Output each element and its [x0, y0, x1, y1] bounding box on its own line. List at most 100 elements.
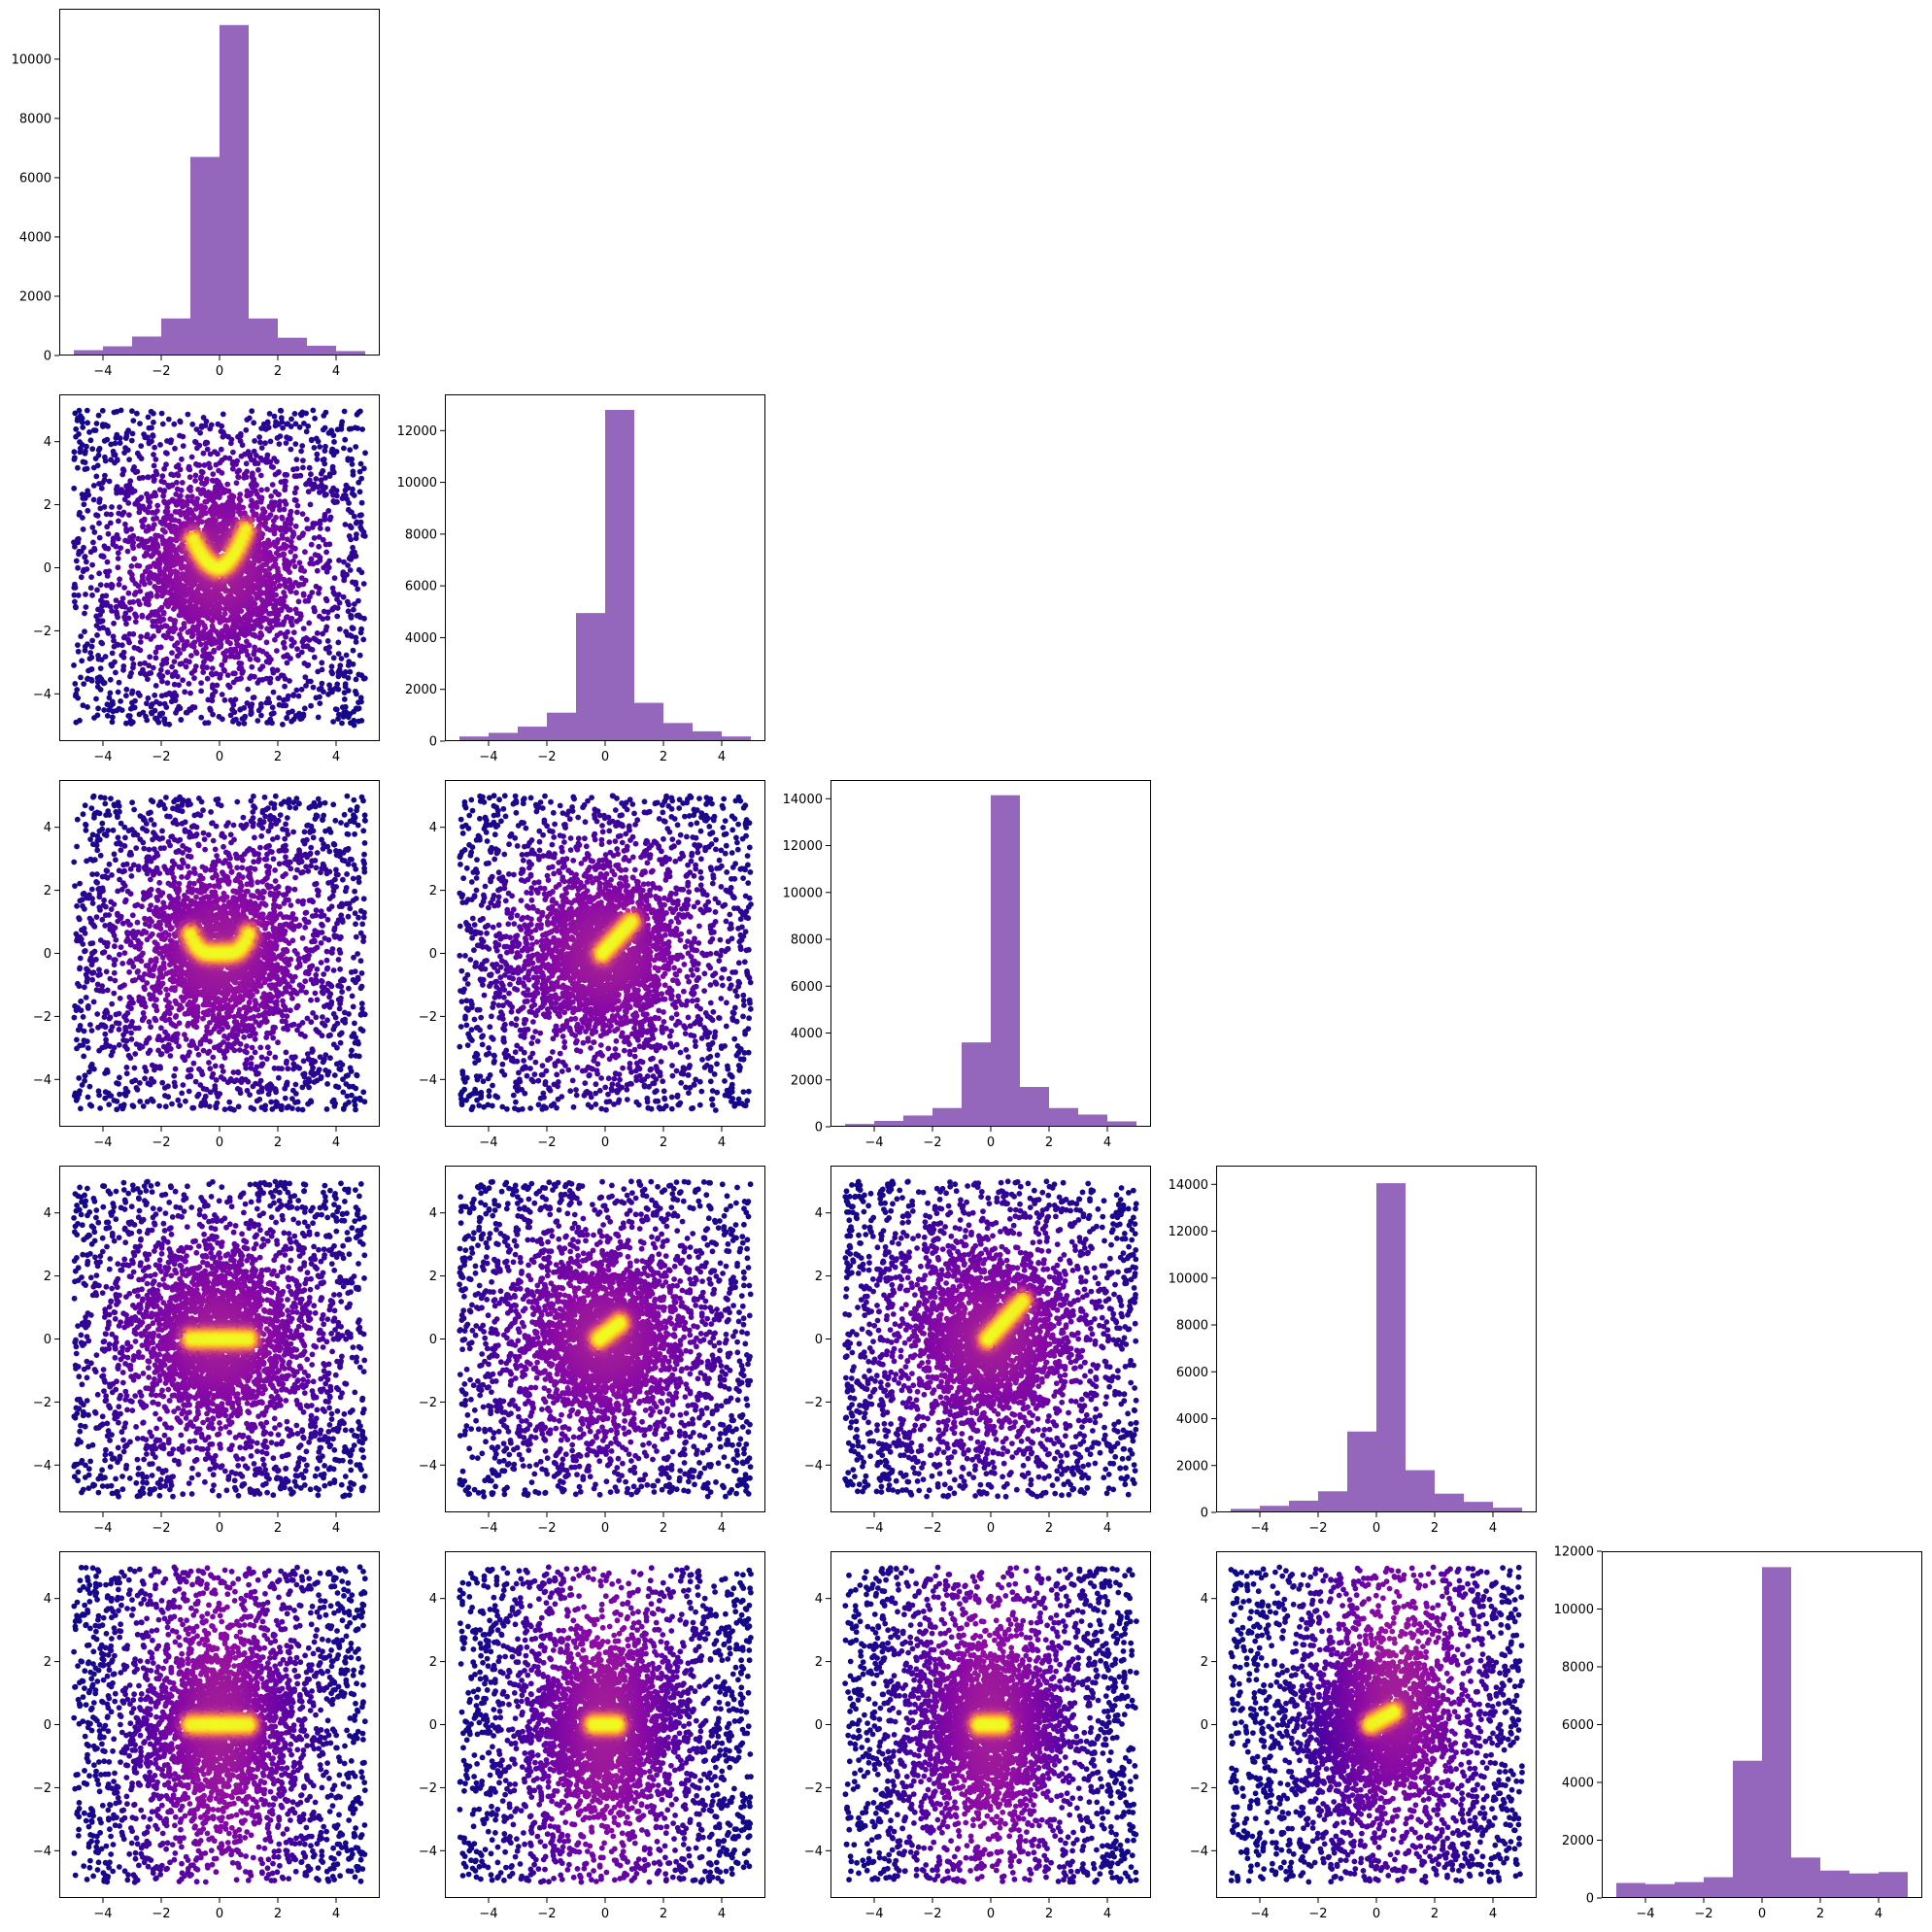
scatter-1-0-point-1140 — [153, 649, 159, 656]
scatter-1-0-point-1022 — [317, 521, 323, 527]
scatter-1-0-point-76 — [353, 688, 358, 695]
scatter-1-0-point-611 — [276, 695, 283, 701]
scatter-1-0-point-1618 — [244, 638, 250, 645]
scatter-1-0-point-1141 — [119, 595, 126, 601]
scatter-1-0-point-820 — [118, 490, 124, 495]
scatter-1-0-point-1036 — [323, 568, 330, 575]
scatter-1-0-point-2171 — [251, 512, 257, 519]
scatter-1-0-point-575 — [263, 426, 269, 432]
scatter-1-0-point-161 — [109, 698, 116, 705]
scatter-1-0-point-1016 — [322, 541, 329, 548]
scatter-1-0-point-318 — [122, 693, 129, 699]
scatter-1-0-point-595 — [345, 608, 352, 615]
scatter-1-0-point-778 — [151, 452, 156, 458]
scatter-1-0-point-1034 — [113, 597, 119, 603]
scatter-1-0-point-178 — [347, 668, 354, 675]
scatter-1-0-point-1014 — [210, 682, 216, 689]
scatter-1-0-point-264 — [326, 682, 332, 689]
scatter-1-0-point-1069 — [238, 453, 245, 459]
scatter-1-0-point-727 — [120, 654, 127, 661]
scatter-1-0-point-196 — [325, 691, 331, 697]
scatter-1-0-point-1545 — [141, 581, 148, 588]
scatter-1-0-point-1203 — [299, 511, 306, 517]
scatter-1-0-point-602 — [126, 457, 133, 462]
scatter-1-0-point-296 — [117, 440, 123, 446]
scatter-1-0-point-112 — [360, 465, 367, 472]
scatter-1-0-point-20 — [341, 408, 348, 415]
scatter-1-0-point-468 — [75, 564, 81, 571]
scatter-1-0-point-103 — [93, 695, 99, 702]
scatter-1-0-point-709 — [282, 683, 288, 690]
scatter-1-0-point-1519 — [273, 622, 280, 628]
scatter-1-0-point-698 — [88, 574, 94, 580]
scatter-1-0-point-1023 — [263, 458, 269, 465]
scatter-1-0-point-574 — [83, 592, 88, 597]
scatter-1-0-point-102 — [310, 407, 317, 414]
scatter-1-0-point-400 — [236, 721, 242, 727]
scatter-1-0-point-770 — [99, 608, 105, 615]
scatter-1-0-point-165 — [349, 461, 356, 467]
scatter-1-0-point-1662 — [180, 498, 186, 505]
scatter-1-0-point-1443 — [252, 644, 257, 651]
scatter-1-0-point-452 — [272, 423, 279, 429]
scatter-1-0-point-721 — [270, 689, 277, 695]
scatter-1-0-point-1649 — [244, 492, 250, 499]
scatter-1-0-point-658 — [128, 670, 135, 676]
scatter-1-0-point-1387 — [254, 482, 259, 489]
scatter-1-0-point-667 — [347, 567, 354, 573]
scatter-1-0-point-980 — [322, 595, 329, 602]
scatter-1-0-point-678 — [318, 477, 324, 484]
scatter-1-0-point-1050 — [153, 471, 160, 478]
scatter-1-0-point-969 — [157, 666, 164, 673]
scatter-1-0-point-427 — [280, 424, 286, 431]
scatter-1-0-point-1298 — [146, 503, 153, 510]
scatter-1-0-point-56 — [74, 687, 81, 693]
hist-0-ytick-label-5: 10000 — [12, 52, 51, 67]
scatter-1-0-point-1413 — [153, 624, 160, 629]
scatter-1-0-point-369 — [71, 592, 78, 598]
scatter-1-0-point-1674 — [147, 580, 153, 586]
scatter-1-0-point-508 — [198, 714, 205, 721]
scatter-1-0-point-1552 — [292, 553, 298, 559]
scatter-1-0-point-162 — [126, 713, 133, 719]
scatter-1-0-point-39 — [99, 407, 106, 414]
scatter-1-0-point-1738 — [158, 604, 165, 611]
scatter-1-0-point-889 — [103, 593, 110, 599]
scatter-1-0-point-1294 — [234, 469, 241, 475]
scatter-1-0-point-554 — [335, 639, 342, 646]
scatter-1-0-point-397 — [178, 717, 185, 723]
scatter-1-0-point-145 — [325, 429, 332, 436]
scatter-1-0-point-1024 — [269, 666, 276, 673]
scatter-1-0-point-4763 — [190, 536, 197, 543]
scatter-1-0-point-1081 — [137, 639, 144, 645]
scatter-1-0-point-358 — [319, 680, 325, 687]
scatter-1-0-point-1224 — [309, 590, 316, 595]
scatter-1-0-point-1357 — [272, 636, 278, 643]
scatter-1-0-point-98 — [334, 426, 341, 433]
scatter-1-0-point-552 — [305, 678, 312, 685]
scatter-1-0-point-353 — [249, 408, 255, 415]
scatter-1-0-point-391 — [357, 524, 364, 530]
scatter-1-0-point-1494 — [201, 481, 208, 488]
scatter-1-0-point-106 — [105, 423, 111, 429]
scatter-1-0-point-498 — [276, 701, 283, 708]
scatter-1-0-point-418 — [354, 612, 360, 619]
scatter-1-0-point-375 — [360, 532, 366, 539]
scatter-1-0-point-1227 — [236, 665, 243, 672]
scatter-1-0-point-564 — [293, 687, 300, 694]
scatter-1-0-point-922 — [117, 504, 122, 510]
scatter-1-0-point-932 — [104, 582, 110, 589]
scatter-1-0-point-60 — [71, 449, 78, 456]
scatter-1-0-point-116 — [356, 671, 362, 678]
scatter-1-0-point-1053 — [123, 621, 129, 627]
scatter-1-0-point-679 — [243, 426, 250, 433]
scatter-1-0-point-1236 — [175, 472, 182, 479]
scatter-1-0-point-1213 — [179, 661, 186, 667]
scatter-1-0-point-840 — [187, 690, 193, 696]
scatter-1-0-point-435 — [75, 539, 82, 546]
scatter-1-0-point-209 — [350, 471, 356, 478]
scatter-1-0-point-931 — [324, 525, 331, 532]
scatter-1-0-point-1035 — [230, 449, 236, 456]
scatter-1-0-point-703 — [157, 442, 163, 448]
scatter-1-0-point-1467 — [206, 651, 213, 658]
